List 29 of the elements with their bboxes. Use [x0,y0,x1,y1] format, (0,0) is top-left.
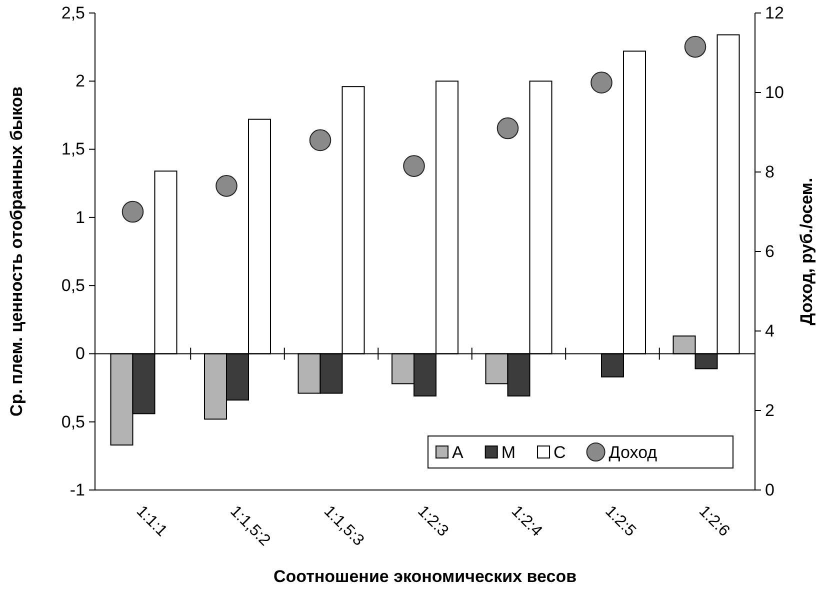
point [216,175,238,197]
point [403,155,425,177]
point [590,72,612,94]
legend-label: Доход [608,443,658,462]
y-tick-label: 2,5 [61,3,85,22]
y-tick-label: 0 [76,344,85,364]
y-tick-label: 1 [76,208,85,227]
legend-label: А [452,443,464,462]
point [496,117,519,140]
x-axis-title: Соотношение экономических весов [273,567,577,586]
y-tick-label: 1,5 [61,140,85,159]
y2-tick-label: 2 [765,400,774,420]
y2-tick-label: 8 [765,162,774,182]
y2-tick-label: 0 [765,480,774,500]
y2-axis-title: Доход, руб./осем. [797,178,816,326]
y2-tick-label: 6 [765,242,774,261]
y2-tick-label: 4 [765,321,774,340]
y-axis-title: Ср. плем. ценность отобранных быков [7,86,26,416]
point [122,200,144,223]
legend-label: С [554,443,566,462]
y2-tick-label: 12 [765,3,784,22]
y2-tick-label: 10 [765,82,784,102]
point [684,36,706,58]
y-tick-label: 0,5 [61,276,85,296]
y-tick-label: 0,5 [61,412,85,432]
legend-label: М [501,443,516,462]
y-tick-label: 2 [76,72,85,91]
point [309,129,332,152]
y-tick-label: -1 [70,480,85,500]
